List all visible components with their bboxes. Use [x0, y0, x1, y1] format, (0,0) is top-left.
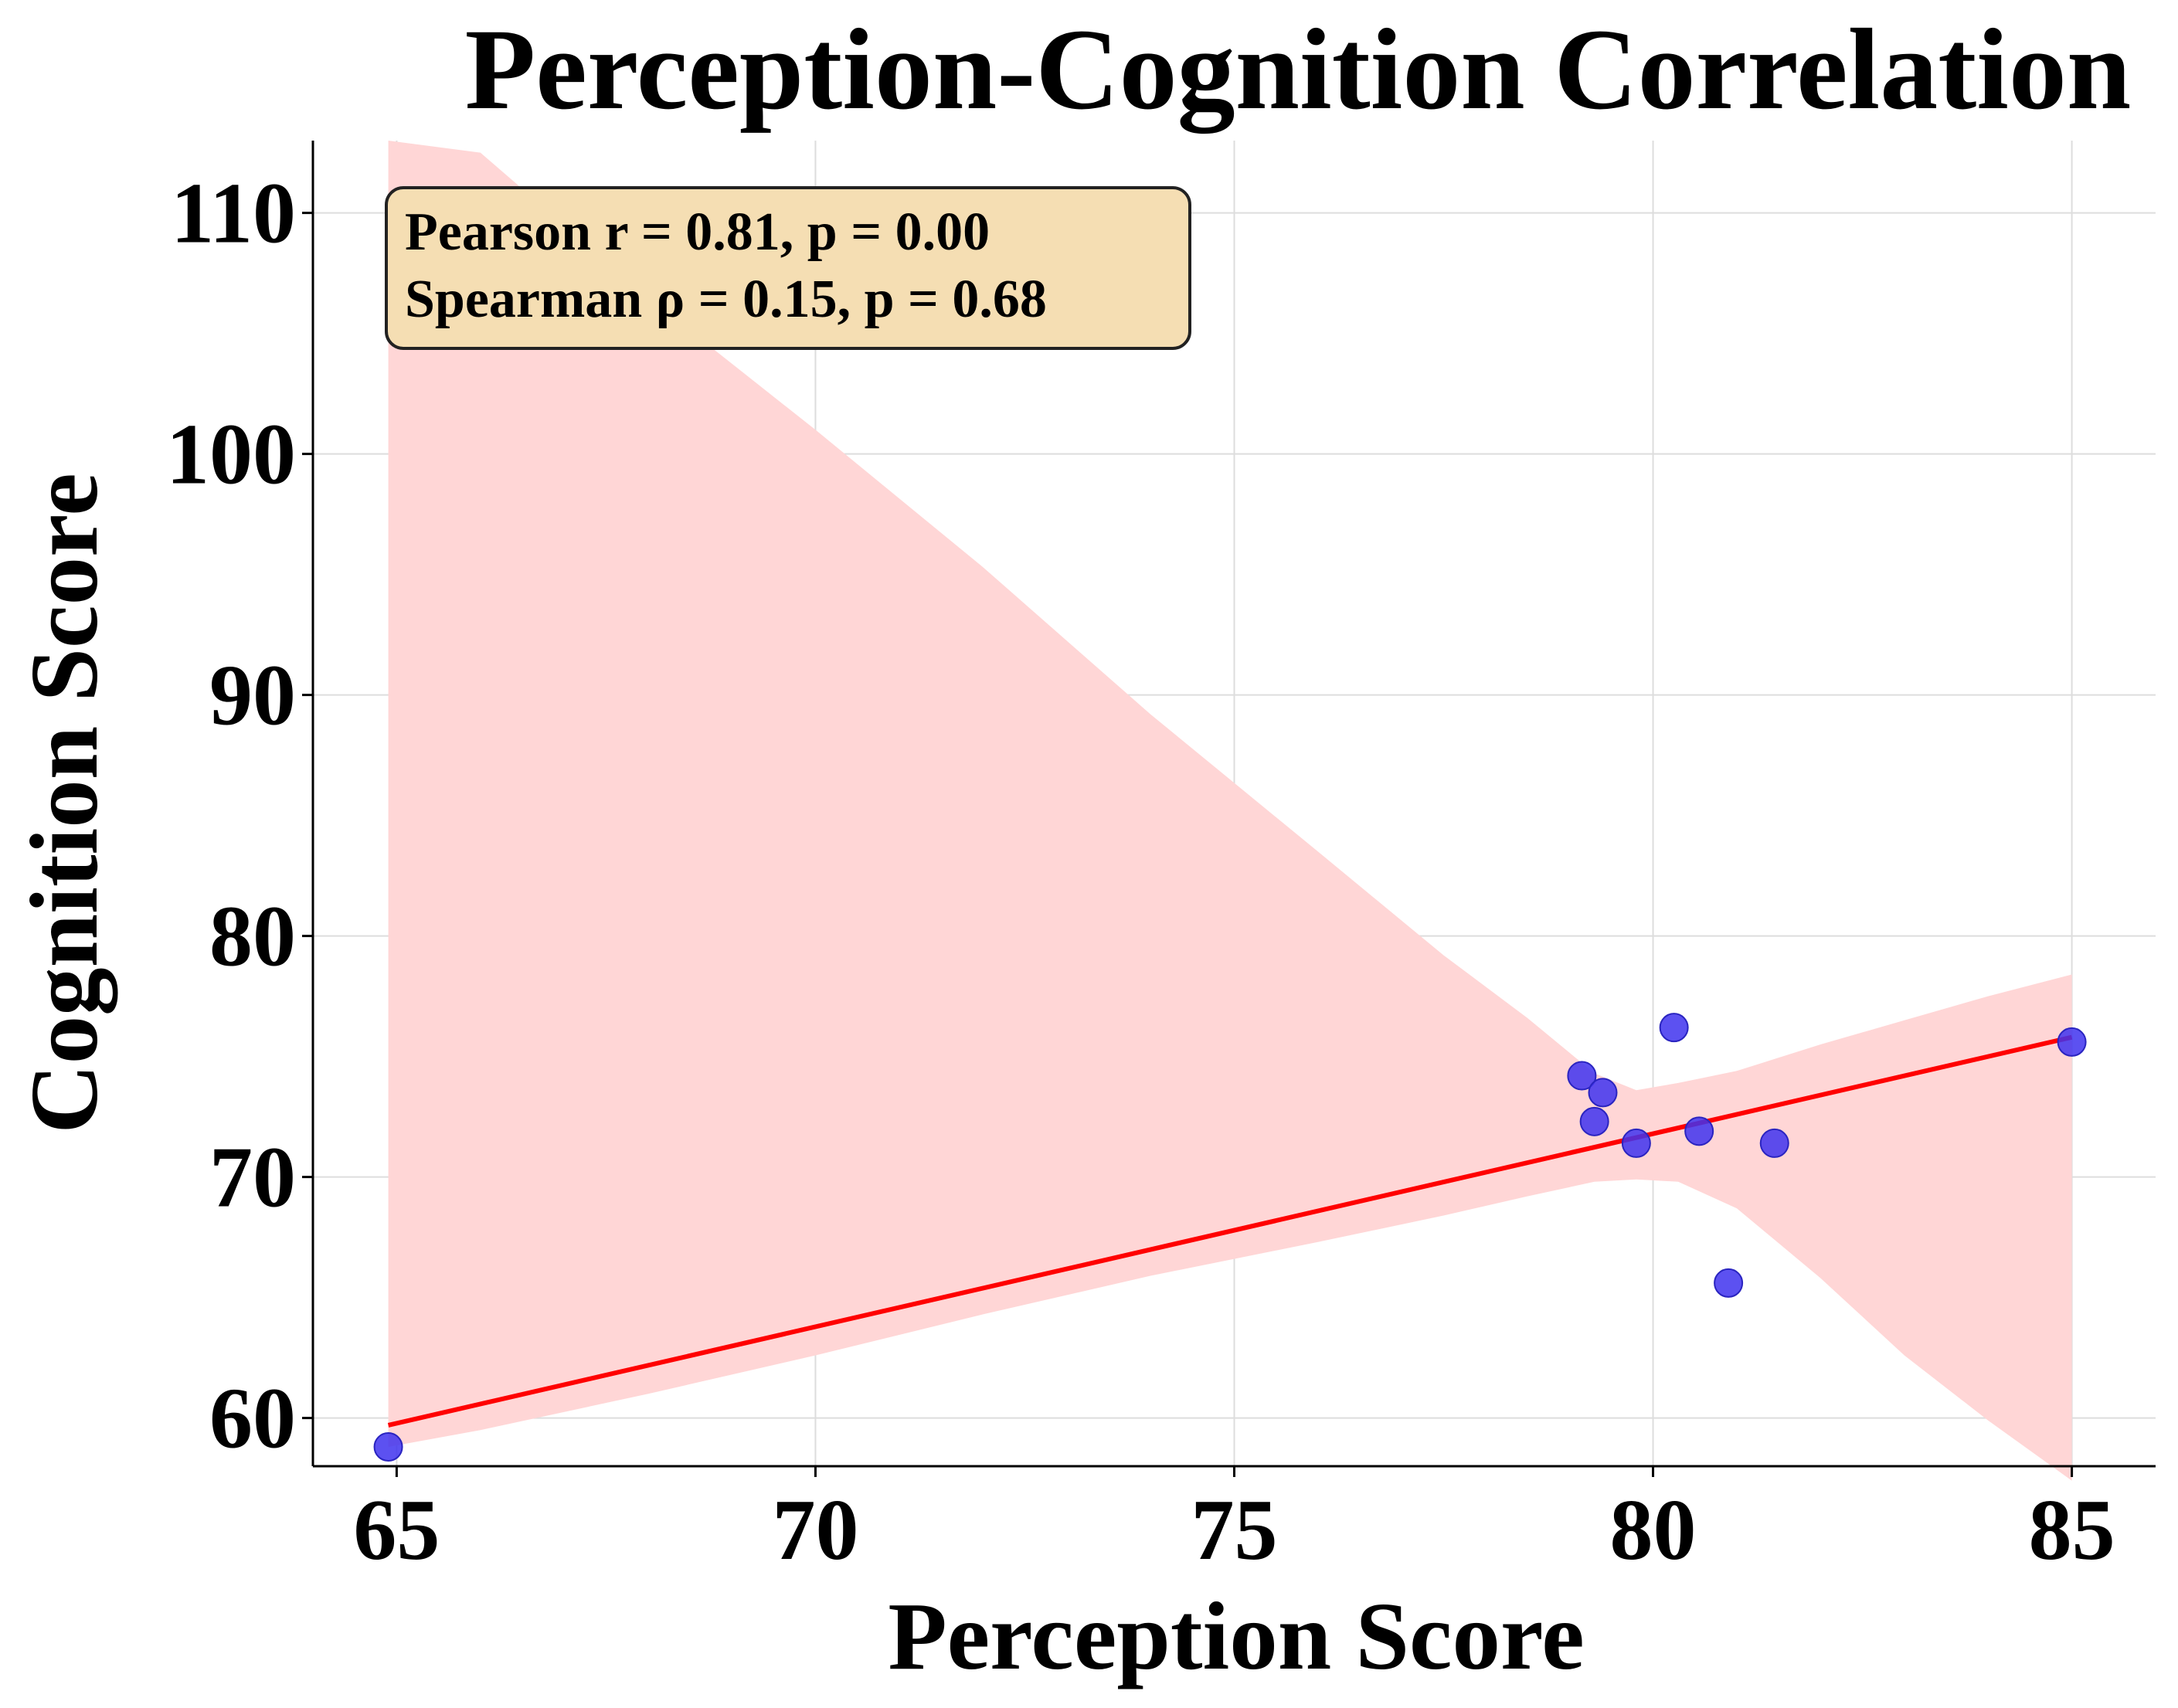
data-point [1621, 1128, 1651, 1158]
x-tick-label: 65 [353, 1482, 440, 1578]
x-tick-label: 75 [1191, 1482, 1278, 1578]
stats-box: Pearson r = 0.81, p = 0.00 Spearman ρ = … [385, 186, 1191, 350]
chart-title: Perception-Cognition Correlation [465, 5, 2132, 134]
confidence-band [388, 141, 2072, 1481]
data-point [373, 1432, 403, 1462]
data-point [1588, 1078, 1618, 1108]
x-axis-label: Perception Score [888, 1584, 1584, 1690]
data-point [1567, 1061, 1597, 1091]
y-tick-label: 70 [209, 1130, 296, 1226]
y-axis-ticks: 60 70 80 90 100 110 [166, 166, 313, 1467]
y-axis-label: Cognition Score [12, 473, 118, 1133]
y-tick-label: 60 [209, 1371, 296, 1467]
data-point [1684, 1116, 1714, 1146]
y-tick-label: 100 [166, 407, 296, 503]
regression-line [387, 1034, 2073, 1428]
x-tick-label: 85 [2029, 1482, 2115, 1578]
data-points [373, 1013, 2087, 1462]
data-point [1579, 1106, 1609, 1136]
stats-box-background [385, 186, 1191, 350]
data-point [1714, 1268, 1744, 1298]
x-axis-ticks: 65 70 75 80 85 [353, 1466, 2115, 1578]
data-point [2057, 1027, 2087, 1057]
x-tick-label: 70 [772, 1482, 858, 1578]
spearman-stat: Spearman ρ = 0.15, p = 0.68 [405, 270, 1047, 329]
y-tick-label: 80 [209, 889, 296, 985]
y-tick-label: 110 [171, 166, 296, 262]
x-tick-label: 80 [1610, 1482, 1697, 1578]
data-point [1759, 1128, 1789, 1158]
data-point [1659, 1013, 1689, 1043]
pearson-stat: Pearson r = 0.81, p = 0.00 [405, 202, 990, 262]
y-tick-label: 90 [209, 648, 296, 744]
